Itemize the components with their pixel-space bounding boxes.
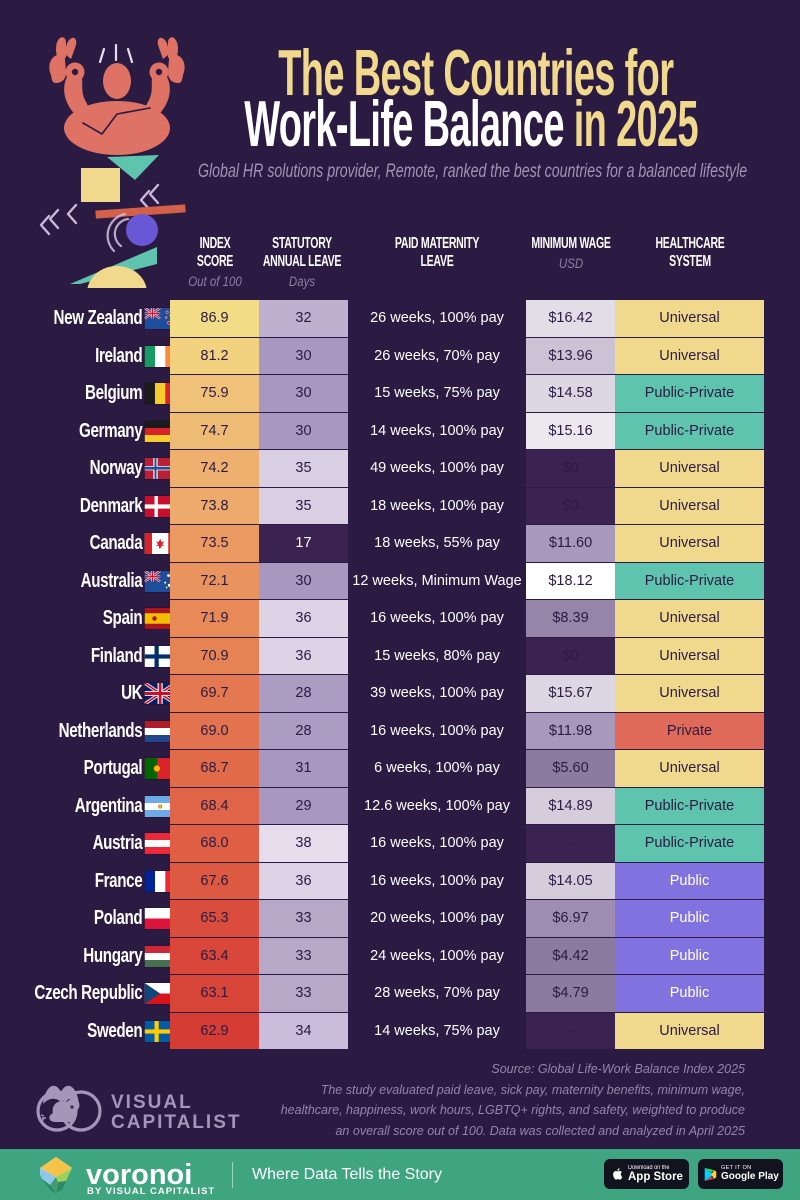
svg-text:VISUAL: VISUAL <box>111 1092 193 1113</box>
svg-text:CAPITALIST: CAPITALIST <box>111 1112 241 1133</box>
